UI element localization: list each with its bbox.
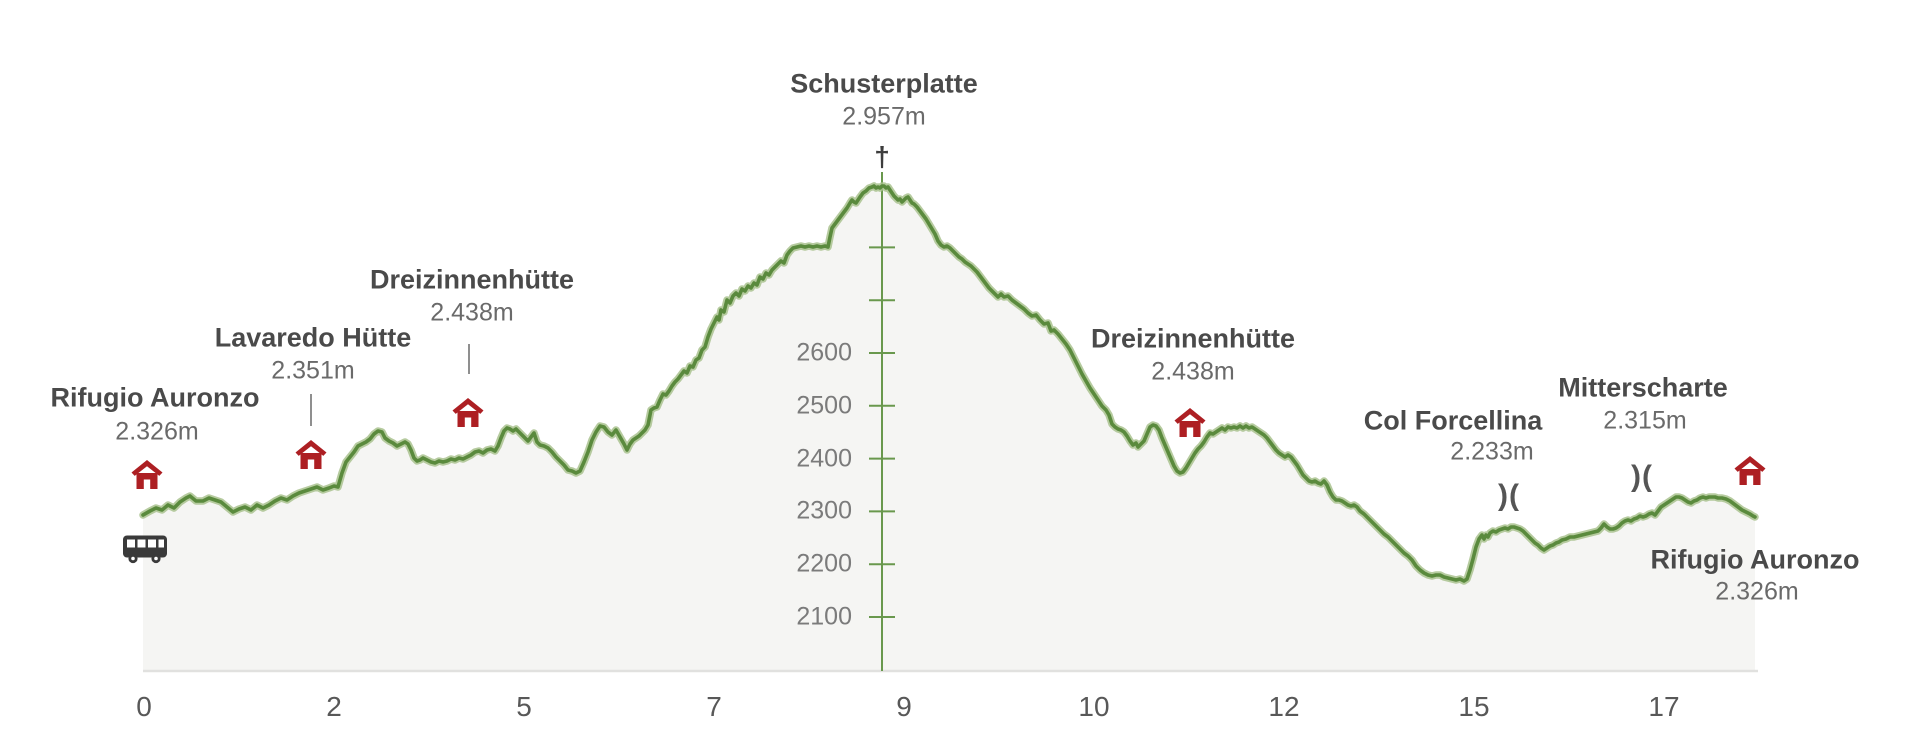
- waypoint-connector-line: [468, 344, 470, 374]
- waypoint-connector-line: [310, 394, 312, 426]
- profile-area: [143, 186, 1755, 671]
- profile-line: [141, 184, 1757, 583]
